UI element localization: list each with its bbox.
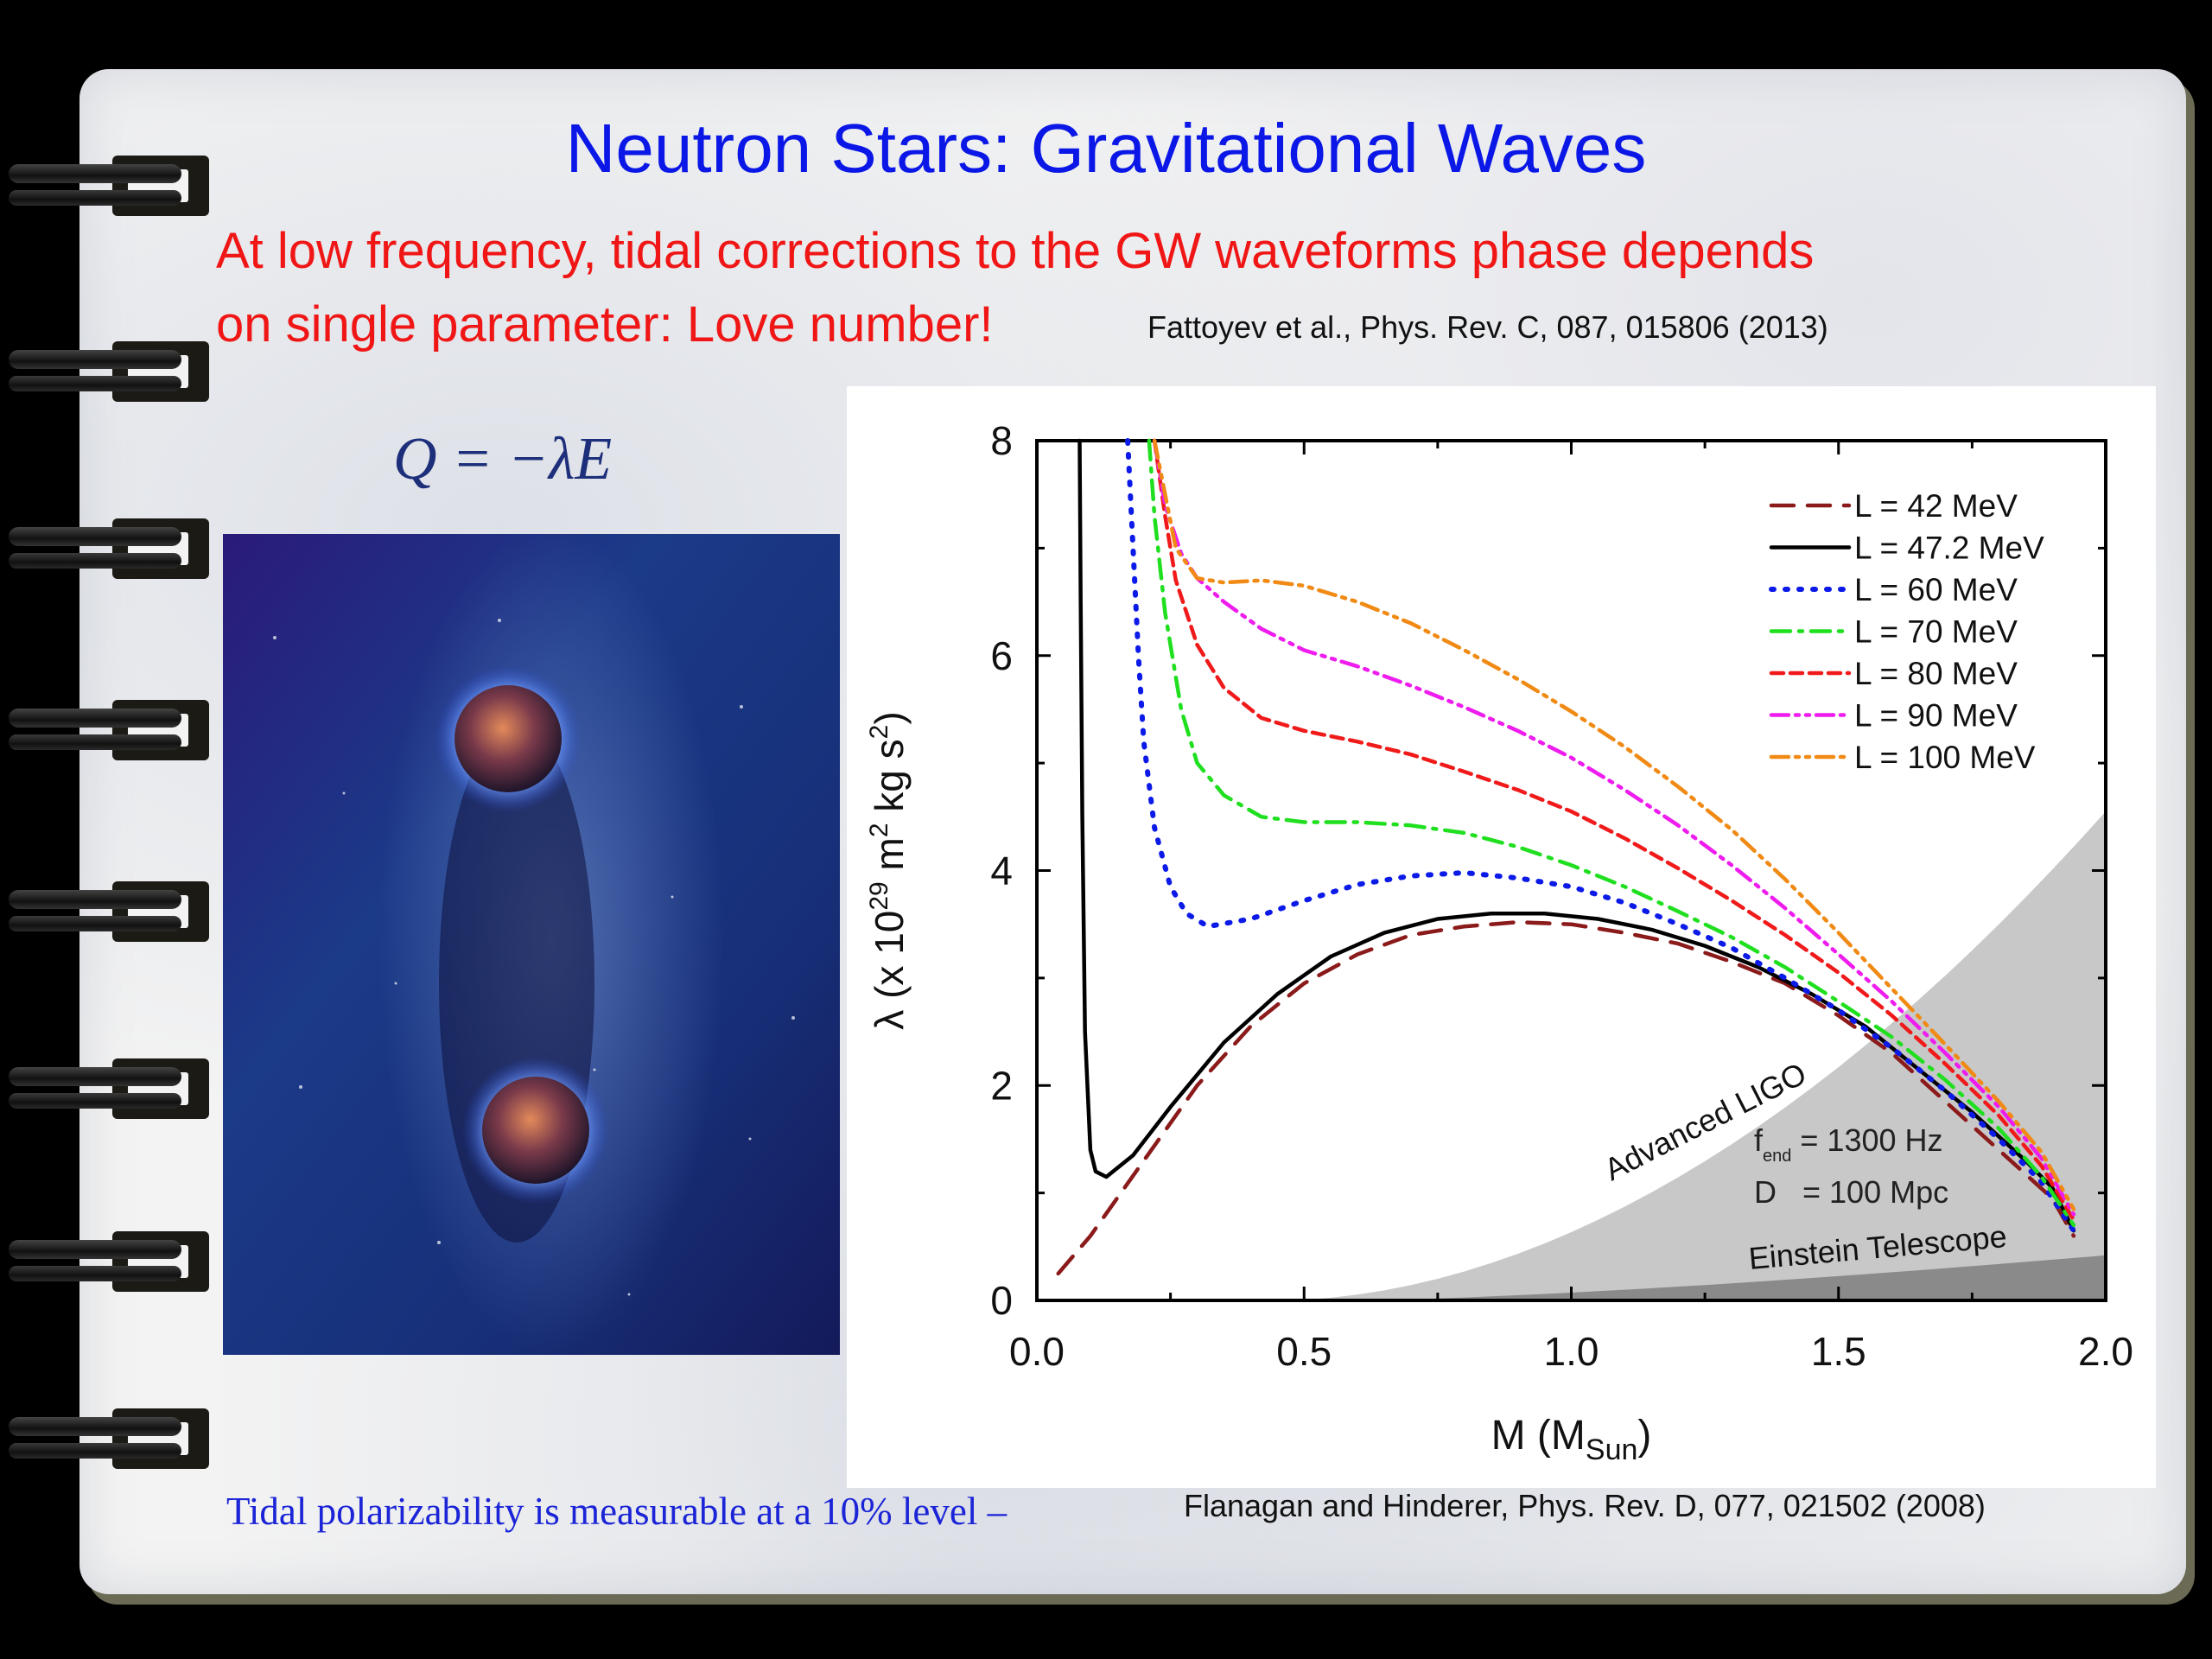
legend-label-3: L = 70 MeV xyxy=(1854,614,2018,650)
x-tick-label: 2.0 xyxy=(2078,1329,2133,1374)
annotation-distance: D = 100 Mpc xyxy=(1754,1174,1948,1210)
binding-ring xyxy=(9,1400,209,1476)
binary-neutron-star-image xyxy=(223,534,840,1355)
x-tick-label: 0.5 xyxy=(1276,1329,1332,1374)
binding-ring xyxy=(9,510,209,586)
binding-ring xyxy=(9,873,209,949)
legend-label-0: L = 42 MeV xyxy=(1854,488,2018,524)
chart-panel: 0.0 0.5 1.0 1.5 2.0 0 2 4 6 8 Advanced LIGO Einst… xyxy=(847,386,2156,1488)
legend-label-1: L = 47.2 MeV xyxy=(1854,531,2044,566)
y-axis-label: λ (x 1029 m2 kg s2) xyxy=(865,711,912,1029)
region-einstein-telescope xyxy=(1357,1255,2106,1300)
binding-ring xyxy=(9,1223,209,1299)
reference-fattoyev: Fattoyev et al., Phys. Rev. C, 087, 0158… xyxy=(1147,309,1828,345)
legend-label-5: L = 90 MeV xyxy=(1854,698,2018,734)
binding-ring xyxy=(9,1050,209,1126)
y-tick-label: 4 xyxy=(990,849,1013,893)
y-tick-label: 2 xyxy=(990,1063,1013,1108)
series-line-0 xyxy=(1056,919,2076,1276)
legend-label-6: L = 100 MeV xyxy=(1854,740,2036,775)
footer-tidal-note: Tidal polarizability is measurable at a … xyxy=(226,1490,1007,1533)
series-line-3 xyxy=(1147,438,2076,1228)
series-line-5 xyxy=(1152,438,2076,1217)
series-line-2 xyxy=(1125,438,2076,1234)
subtitle-line-1: At low frequency, tidal corrections to t… xyxy=(216,223,1815,279)
region-advanced-ligo xyxy=(1277,811,2106,1300)
x-tick-label: 1.0 xyxy=(1544,1329,1599,1374)
series-line-4 xyxy=(1152,438,2076,1222)
binding-ring xyxy=(9,691,209,767)
subtitle-line-2: on single parameter: Love number! xyxy=(216,296,994,353)
y-tick-label: 8 xyxy=(990,418,1013,463)
binding-ring xyxy=(9,333,209,409)
series-line-6 xyxy=(1152,438,2076,1211)
x-axis-label: M (MSun) xyxy=(1491,1413,1652,1466)
annotation-fend: fend = 1300 Hz xyxy=(1754,1122,1943,1166)
legend-label-2: L = 60 MeV xyxy=(1854,572,2018,607)
tidal-equation: Q = −λE xyxy=(393,426,613,493)
reference-flanagan: Flanagan and Hinderer, Phys. Rev. D, 077… xyxy=(1184,1488,1986,1523)
y-tick-label: 6 xyxy=(990,633,1013,678)
binding-ring xyxy=(9,147,209,223)
y-tick-label: 0 xyxy=(990,1278,1013,1323)
x-tick-label: 0.0 xyxy=(1009,1329,1065,1374)
slide-title: Neutron Stars: Gravitational Waves xyxy=(565,110,1647,187)
legend-label-4: L = 80 MeV xyxy=(1854,656,2018,691)
lower-star xyxy=(462,1057,609,1204)
upper-star xyxy=(435,665,582,812)
x-tick-label: 1.5 xyxy=(1811,1329,1866,1374)
